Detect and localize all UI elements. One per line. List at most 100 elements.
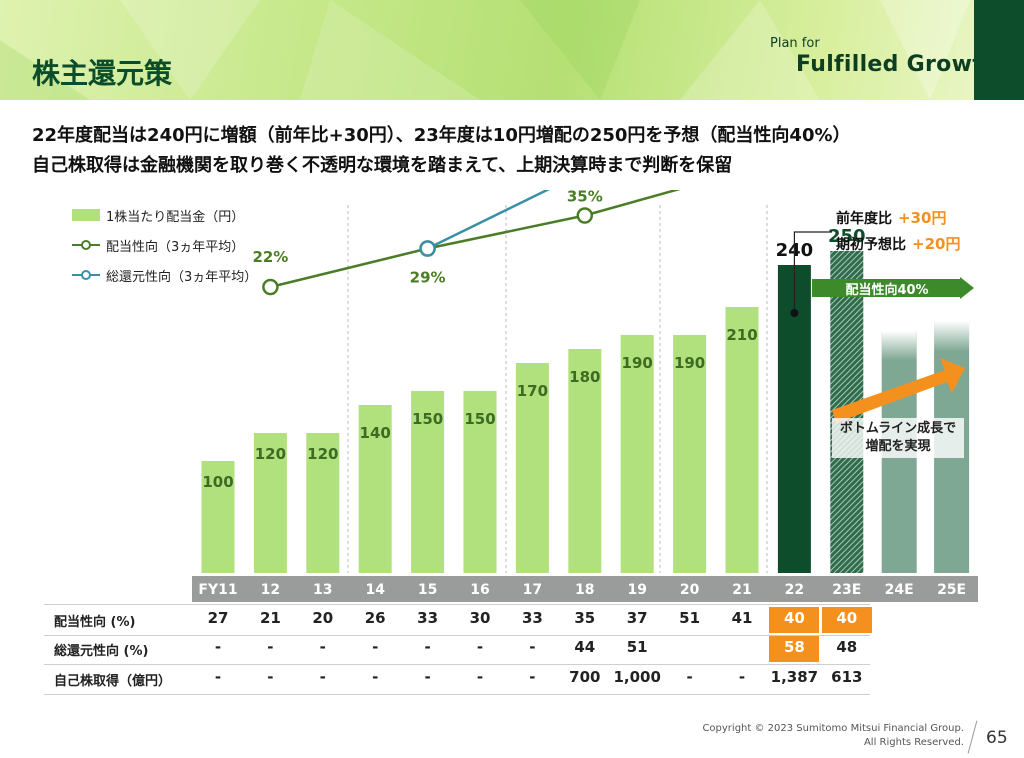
table-cell: 41	[731, 609, 753, 627]
category-label-23E: 23E	[832, 582, 861, 598]
table-cell: 40	[783, 609, 805, 627]
header-banner: 株主還元策 Plan for Fulfilled Growth	[0, 0, 1024, 100]
total-return-point	[419, 240, 436, 257]
growth-note-line-1: ボトムライン成長で	[839, 421, 957, 436]
page-title: 株主還元策	[32, 57, 173, 90]
category-label-22: 22	[785, 582, 804, 598]
table-cell: 1,000	[613, 668, 661, 686]
table-cell: 27	[207, 609, 229, 627]
bar-value-label: 140	[360, 424, 391, 442]
table-cell: -	[424, 638, 431, 656]
legend-label: 総還元性向（3ヵ年平均）	[106, 270, 258, 285]
category-label-21: 21	[732, 582, 751, 598]
payout-target-label: 配当性向40%	[845, 283, 929, 298]
table-cell: -	[372, 668, 379, 686]
payout-line	[270, 190, 681, 289]
table-cell: 58	[783, 638, 805, 656]
table-cell: 51	[626, 638, 648, 656]
category-label-15: 15	[418, 582, 437, 598]
dividend-chart: 100 FY11 120 12 120 13 140 14 150 15 150 16 170 17 180…	[192, 190, 978, 602]
bar-value-label: 120	[307, 445, 338, 463]
table-cell: 35	[574, 609, 596, 627]
bar-value-label: 190	[622, 354, 653, 372]
table-cell: 613	[831, 668, 863, 686]
table-cell: 40	[836, 609, 858, 627]
copyright-line-1: Copyright © 2023 Sumitomo Mitsui Financi…	[702, 723, 964, 734]
bar-21	[725, 307, 759, 573]
table-row: 総還元性向 (%) - - - - - - - 44 51 58 48	[44, 634, 870, 665]
payout-label: 29%	[410, 269, 446, 287]
arrow-right-icon	[812, 277, 974, 299]
bar-value-label: 180	[569, 368, 600, 386]
highlight-cell	[769, 607, 820, 633]
table-cell: 48	[836, 638, 858, 656]
table-cell: 33	[417, 609, 439, 627]
table-row-label: 配当性向 (%)	[54, 615, 136, 630]
payout-point	[262, 278, 279, 296]
total-return-line	[427, 190, 550, 250]
bar-12	[253, 433, 287, 573]
growth-arrow	[832, 358, 965, 423]
growth-note: ボトムライン成長で 増配を実現	[832, 418, 964, 458]
category-label-16: 16	[470, 582, 489, 598]
payout-target-arrow: 配当性向40%	[812, 277, 974, 299]
growth-note-line-2: 増配を実現	[865, 439, 931, 454]
bar-value-label: 210	[726, 326, 757, 344]
table-row: 自己株取得（億円） - - - - - - - 700 1,000 - - 1,387 613	[44, 664, 870, 695]
bar-18	[568, 349, 602, 573]
bar-FY11	[201, 461, 235, 573]
bar-value-label: 100	[202, 473, 233, 491]
table-cell: -	[267, 638, 274, 656]
copyright-line-2: All Rights Reserved.	[863, 737, 964, 748]
payout-label: 35%	[567, 190, 603, 206]
bar-17	[515, 363, 549, 573]
bar-16	[463, 391, 497, 573]
bar-14	[358, 405, 392, 573]
bar-15	[411, 391, 445, 573]
callout-dot	[790, 309, 799, 317]
category-label-19: 19	[627, 582, 646, 598]
table-cell: 21	[259, 609, 281, 627]
bar-value-label: 150	[464, 410, 495, 428]
highlight-cell	[769, 636, 820, 662]
table-cell: -	[738, 668, 746, 686]
brand-logo-text: Fulfilled Growth	[796, 52, 999, 77]
table-cell: -	[319, 668, 326, 686]
legend-label: 配当性向（3ヵ年平均）	[106, 240, 245, 255]
table-cell: -	[267, 668, 274, 686]
table-row-label: 自己株取得（億円）	[54, 674, 172, 689]
bar-20	[673, 335, 707, 573]
highlight-cell	[821, 607, 872, 633]
table-cell: 44	[574, 638, 596, 656]
category-label-18: 18	[575, 582, 594, 598]
table-cell: 51	[679, 609, 701, 627]
table-cell: -	[372, 638, 379, 656]
category-label-12: 12	[261, 582, 280, 598]
bar-value-label: 120	[255, 445, 286, 463]
page-number: 65	[986, 728, 1008, 748]
payout-point	[576, 207, 594, 224]
legend-label: 1株当たり配当金（円）	[106, 210, 245, 225]
bar-value-label: 170	[517, 382, 548, 400]
decorative-triangles	[0, 0, 970, 100]
plan-comparison: 期初予想比 +20円	[836, 233, 960, 254]
table-cell: 33	[521, 609, 543, 627]
plan-value: +20円	[912, 235, 961, 253]
category-axis-band	[192, 576, 978, 602]
payout-label: 22%	[252, 248, 288, 266]
category-label-20: 20	[680, 582, 700, 598]
table-cell: -	[214, 668, 222, 686]
legend-swatch-bar	[72, 209, 100, 221]
table-cell: 700	[569, 668, 601, 686]
table-cell: 20	[312, 609, 334, 627]
table-cell: -	[686, 668, 693, 686]
bar-value-label: 250	[828, 226, 866, 247]
category-label-FY11: FY11	[198, 582, 237, 598]
table-cell: 37	[626, 609, 648, 627]
table-cell: -	[319, 638, 326, 656]
legend-swatch-payout-line	[72, 240, 100, 250]
table-cell: 30	[469, 609, 491, 627]
yoy-comparison: 前年度比 +30円	[836, 207, 946, 228]
bar-value-label: 150	[412, 410, 443, 428]
category-label-25E: 25E	[937, 582, 966, 598]
